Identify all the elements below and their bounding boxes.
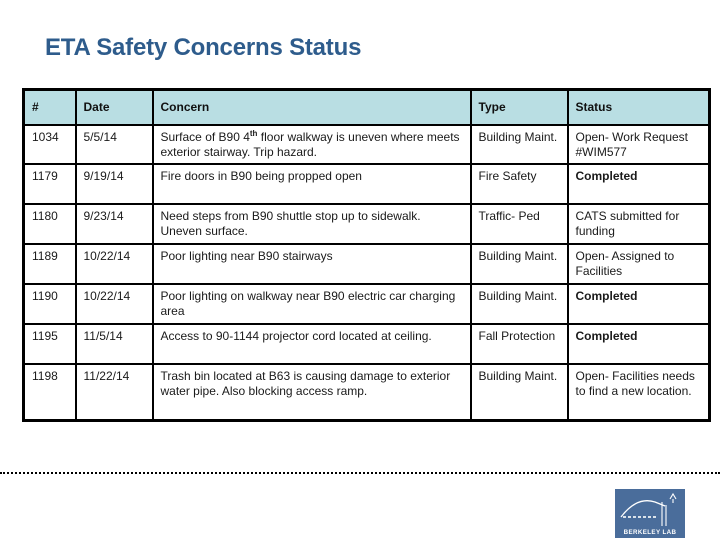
row-num-cell: 1195 bbox=[22, 323, 77, 365]
row-num-cell: 1189 bbox=[22, 243, 77, 285]
table-row: 1190 10/22/14 Poor lighting on walkway n… bbox=[22, 283, 711, 325]
page-title: ETA Safety Concerns Status bbox=[45, 34, 362, 61]
ordinal-superscript: th bbox=[249, 129, 258, 138]
date-cell: 10/22/14 bbox=[74, 243, 154, 285]
type-cell: Building Maint. bbox=[469, 363, 569, 421]
header-status: Status bbox=[566, 88, 711, 126]
table-row: 1198 11/22/14 Trash bin located at B63 i… bbox=[22, 363, 711, 421]
date-cell: 11/5/14 bbox=[74, 323, 154, 365]
row-num-cell: 1034 bbox=[22, 124, 77, 165]
table-header-row: # Date Concern Type Status bbox=[22, 88, 711, 126]
concern-text: floor walkway is uneven where meets exte… bbox=[160, 130, 460, 159]
concern-cell: Trash bin located at B63 is causing dama… bbox=[151, 363, 472, 421]
type-cell: Building Maint. bbox=[469, 124, 569, 165]
safety-concerns-table: # Date Concern Type Status 1034 5/5/14 S… bbox=[22, 88, 711, 422]
concern-text: Surface of B90 4 bbox=[160, 130, 250, 144]
header-concern: Concern bbox=[151, 88, 472, 126]
row-num-cell: 1190 bbox=[22, 283, 77, 325]
type-cell: Traffic- Ped bbox=[469, 203, 569, 245]
date-cell: 10/22/14 bbox=[74, 283, 154, 325]
table-row: 1195 11/5/14 Access to 90-1144 projector… bbox=[22, 323, 711, 365]
status-cell: Completed bbox=[566, 323, 711, 365]
status-cell: Completed bbox=[566, 163, 711, 205]
concern-cell: Fire doors in B90 being propped open bbox=[151, 163, 472, 205]
table-row: 1034 5/5/14 Surface of B90 4th floor wal… bbox=[22, 124, 711, 165]
berkeley-lab-wordmark: BERKELEY LAB bbox=[624, 529, 677, 536]
concern-cell: Need steps from B90 shuttle stop up to s… bbox=[151, 203, 472, 245]
table-row: 1189 10/22/14 Poor lighting near B90 sta… bbox=[22, 243, 711, 285]
status-cell: CATS submitted for funding bbox=[566, 203, 711, 245]
concern-cell: Poor lighting on walkway near B90 electr… bbox=[151, 283, 472, 325]
date-cell: 9/19/14 bbox=[74, 163, 154, 205]
header-date: Date bbox=[74, 88, 154, 126]
row-num-cell: 1198 bbox=[22, 363, 77, 421]
status-cell: Completed bbox=[566, 283, 711, 325]
type-cell: Building Maint. bbox=[469, 243, 569, 285]
row-num-cell: 1179 bbox=[22, 163, 77, 205]
type-cell: Building Maint. bbox=[469, 283, 569, 325]
concern-cell: Poor lighting near B90 stairways bbox=[151, 243, 472, 285]
table-row: 1179 9/19/14 Fire doors in B90 being pro… bbox=[22, 163, 711, 205]
date-cell: 9/23/14 bbox=[74, 203, 154, 245]
date-cell: 5/5/14 bbox=[74, 124, 154, 165]
header-type: Type bbox=[469, 88, 569, 126]
status-cell: Open- Facilities needs to find a new loc… bbox=[566, 363, 711, 421]
concern-cell: Surface of B90 4th floor walkway is unev… bbox=[151, 124, 472, 165]
type-cell: Fall Protection bbox=[469, 323, 569, 365]
berkeley-lab-logo: BERKELEY LAB bbox=[615, 489, 685, 538]
concern-cell: Access to 90-1144 projector cord located… bbox=[151, 323, 472, 365]
row-num-cell: 1180 bbox=[22, 203, 77, 245]
status-cell: Open- Assigned to Facilities bbox=[566, 243, 711, 285]
header-num: # bbox=[22, 88, 77, 126]
type-cell: Fire Safety bbox=[469, 163, 569, 205]
table-row: 1180 9/23/14 Need steps from B90 shuttle… bbox=[22, 203, 711, 245]
berkeley-lab-dome-icon: BERKELEY LAB bbox=[620, 492, 677, 536]
footer-dotted-divider bbox=[0, 472, 720, 474]
date-cell: 11/22/14 bbox=[74, 363, 154, 421]
status-cell: Open- Work Request #WIM577 bbox=[566, 124, 711, 165]
